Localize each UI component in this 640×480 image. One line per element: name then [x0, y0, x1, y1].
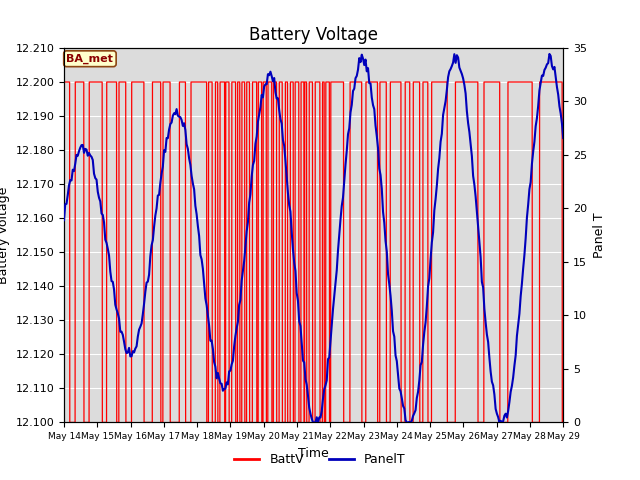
Y-axis label: Battery Voltage: Battery Voltage [0, 187, 10, 284]
Text: BA_met: BA_met [67, 54, 113, 64]
X-axis label: Time: Time [298, 447, 329, 460]
Y-axis label: Panel T: Panel T [593, 212, 605, 258]
Legend: BattV, PanelT: BattV, PanelT [229, 448, 411, 471]
Title: Battery Voltage: Battery Voltage [249, 25, 378, 44]
